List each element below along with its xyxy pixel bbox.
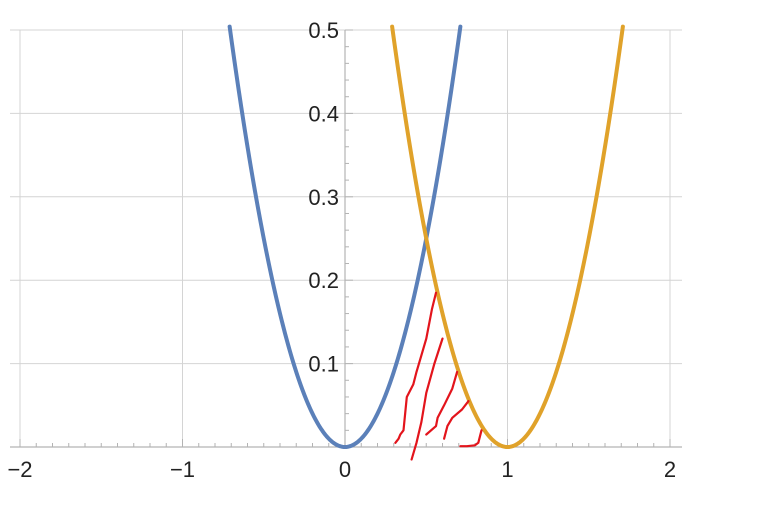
y-tick-label: 0.3 <box>308 185 339 210</box>
y-tick-label: 0.5 <box>308 18 339 43</box>
curves <box>227 24 625 449</box>
hatch-stroke <box>425 370 459 436</box>
axes <box>10 30 682 448</box>
hatch-stroke <box>410 337 444 461</box>
x-tick-label: 1 <box>501 457 513 482</box>
x-tick-label: 2 <box>664 457 676 482</box>
hatch-stroke <box>443 400 470 440</box>
grid-lines <box>10 29 682 447</box>
x-tick-label: 0 <box>339 457 351 482</box>
hatching-annotation <box>394 291 483 461</box>
curve-x-squared <box>227 24 463 449</box>
y-tick-label: 0.2 <box>308 268 339 293</box>
y-tick-label: 0.4 <box>308 101 339 126</box>
curve-x-minus-1-squared <box>390 24 625 449</box>
x-tick-label: −2 <box>7 457 32 482</box>
hatch-stroke <box>394 291 438 444</box>
y-tick-label: 0.1 <box>308 352 339 377</box>
axis-ticks <box>19 29 671 447</box>
x-tick-label: −1 <box>170 457 195 482</box>
tick-labels: −2 −1 0 1 2 0.1 0.2 0.3 0.4 0.5 <box>7 18 676 482</box>
hatch-stroke <box>459 429 483 448</box>
